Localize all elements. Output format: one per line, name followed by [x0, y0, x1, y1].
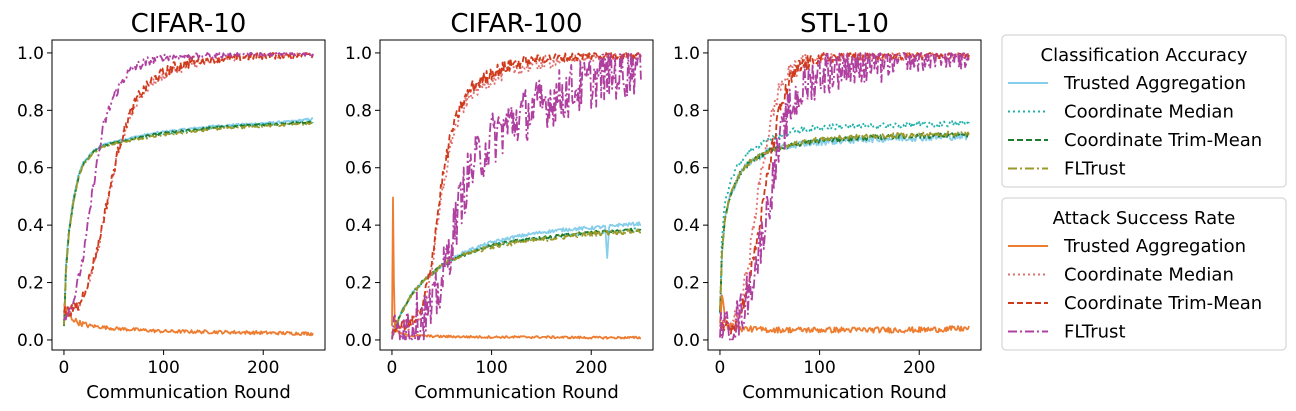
series-line-attack-success-rate-coordinate-median: [63, 52, 314, 317]
legend-label-coordinate-median: Coordinate Median: [1064, 102, 1234, 123]
x-tick-label: 200: [575, 358, 607, 378]
legend-label-fltrust: FLTrust: [1064, 322, 1126, 343]
y-tick-label: 1.0: [17, 44, 44, 64]
x-tick-label: 100: [803, 358, 835, 378]
panel-cifar-10: CIFAR-10 0 100 200 0.0 0.2 0.4 0.6 0.8 1.0 Communi…: [17, 9, 326, 403]
legend-label-coordinate-trim-mean: Coordinate Trim-Mean: [1064, 293, 1262, 314]
series-line-attack-success-rate-coordinate-median: [719, 52, 970, 332]
legend-label-trusted-aggregation: Trusted Aggregation: [1063, 73, 1246, 94]
x-axis-label: Communication Round: [742, 382, 947, 403]
x-tick-label: 200: [247, 358, 279, 378]
x-tick-label: 100: [147, 358, 179, 378]
y-tick-label: 0.8: [17, 101, 44, 121]
plot-frame: [51, 39, 326, 351]
series-line-classification-accuracy-fltrust: [719, 130, 970, 311]
series-line-attack-success-rate-trusted-aggregation: [63, 303, 314, 337]
y-tick-label: 0.4: [673, 216, 700, 236]
chart-panels: CIFAR-100 100 2000.00.20.40.60.81.0Communi…: [17, 9, 982, 403]
y-tick-label: 0.2: [673, 274, 700, 294]
y-tick-label: 0.0: [345, 331, 372, 351]
y-tick-label: 1.0: [673, 44, 700, 64]
y-tick-label: 0.2: [17, 274, 44, 294]
legend-label-fltrust: FLTrust: [1064, 159, 1126, 180]
legend-label-coordinate-median: Coordinate Median: [1064, 265, 1234, 286]
y-tick-label: 1.0: [345, 44, 372, 64]
x-tick-label: 0: [59, 358, 70, 378]
legend-label-trusted-aggregation: Trusted Aggregation: [1063, 236, 1246, 257]
y-tick-label: 0.6: [345, 159, 372, 179]
x-axis-label: Communication Round: [414, 382, 619, 403]
plot-frame: [379, 39, 654, 351]
series-line-attack-success-rate-coordinate-trim-mean: [63, 52, 314, 317]
x-tick-label: 200: [903, 358, 935, 378]
series-line-attack-success-rate-trusted-aggregation: [719, 294, 970, 334]
series-line-classification-accuracy-coordinate-trim-mean: [63, 120, 314, 326]
series-line-classification-accuracy-coordinate-median: [719, 120, 970, 314]
legend-label-coordinate-trim-mean: Coordinate Trim-Mean: [1064, 130, 1262, 151]
series-lines: [719, 52, 970, 341]
series-line-classification-accuracy-coordinate-median: [63, 120, 314, 327]
legend-group-classification-accuracy: Classification Accuracy Trusted Aggregati…: [1001, 34, 1287, 188]
x-tick-label: 0: [387, 358, 398, 378]
series-line-attack-success-rate-fltrust: [719, 52, 970, 341]
y-tick-label: 0.4: [345, 216, 372, 236]
series-line-attack-success-rate-fltrust: [63, 52, 314, 321]
series-lines: [391, 52, 642, 341]
y-tick-label: 0.6: [673, 159, 700, 179]
x-tick-label: 0: [715, 358, 726, 378]
series-line-attack-success-rate-trusted-aggregation: [391, 196, 642, 340]
legend-box: [1001, 197, 1287, 351]
legend-box: [1001, 34, 1287, 188]
y-tick-label: 0.6: [17, 159, 44, 179]
legend-title: Attack Success Rate: [1053, 208, 1236, 229]
y-tick-label: 0.4: [17, 216, 44, 236]
series-line-classification-accuracy-trusted-aggregation: [63, 117, 314, 326]
series-line-attack-success-rate-coordinate-trim-mean: [391, 52, 642, 335]
chart-title: CIFAR-100: [450, 9, 582, 39]
chart-title: STL-10: [800, 9, 889, 39]
legend-title: Classification Accuracy: [1041, 45, 1248, 66]
series-line-classification-accuracy-fltrust: [63, 121, 314, 326]
y-tick-label: 0.0: [673, 331, 700, 351]
y-tick-label: 0.2: [345, 274, 372, 294]
series-line-classification-accuracy-fltrust: [391, 228, 641, 340]
y-tick-label: 0.8: [673, 101, 700, 121]
x-tick-label: 100: [475, 358, 507, 378]
chart-title: CIFAR-10: [131, 9, 247, 39]
panel-cifar-100: CIFAR-100 0 100 200 0.0 0.2 0.4 0.6 0.8 1.0 Commun…: [345, 9, 654, 403]
y-tick-label: 0.8: [345, 101, 372, 121]
series-line-attack-success-rate-fltrust: [391, 52, 642, 341]
legend: Classification Accuracy Trusted Aggregati…: [1001, 34, 1287, 351]
y-tick-label: 0.0: [17, 331, 44, 351]
x-axis-label: Communication Round: [86, 382, 291, 403]
panel-stl-10: STL-10 0 100 200 0.0 0.2 0.4 0.6 0.8 1.0 Communica…: [673, 9, 982, 403]
legend-group-attack-success-rate: Attack Success Rate Trusted Aggregation Co…: [1001, 197, 1287, 351]
series-lines: [63, 52, 314, 337]
plot-frame: [707, 39, 982, 351]
